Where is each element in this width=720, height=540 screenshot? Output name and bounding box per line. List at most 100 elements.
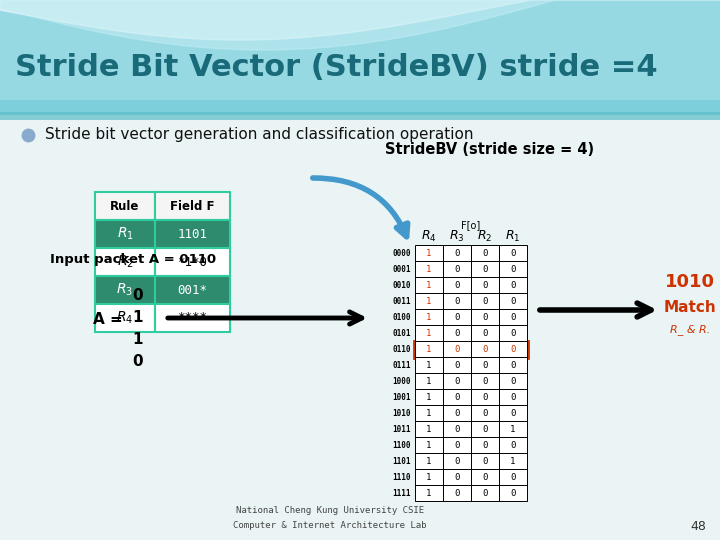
Text: 1101: 1101 — [178, 227, 207, 240]
FancyBboxPatch shape — [95, 220, 155, 248]
Text: 0: 0 — [482, 424, 487, 434]
FancyBboxPatch shape — [499, 325, 527, 341]
FancyBboxPatch shape — [471, 389, 499, 405]
Text: Stride bit vector generation and classification operation: Stride bit vector generation and classif… — [45, 127, 474, 143]
Text: 0: 0 — [454, 280, 459, 289]
Text: $R_4$: $R_4$ — [117, 310, 134, 326]
Text: 0: 0 — [510, 441, 516, 449]
FancyBboxPatch shape — [443, 357, 471, 373]
Text: 0111: 0111 — [392, 361, 411, 369]
Text: 1: 1 — [426, 424, 432, 434]
FancyBboxPatch shape — [499, 469, 527, 485]
Text: StrideBV (stride size = 4): StrideBV (stride size = 4) — [385, 143, 595, 158]
Text: 0101: 0101 — [392, 328, 411, 338]
FancyBboxPatch shape — [415, 245, 443, 261]
FancyBboxPatch shape — [471, 277, 499, 293]
FancyBboxPatch shape — [443, 261, 471, 277]
FancyBboxPatch shape — [471, 453, 499, 469]
Text: 1010: 1010 — [392, 408, 411, 417]
Text: 0: 0 — [454, 393, 459, 402]
Text: 1: 1 — [132, 309, 143, 325]
Text: 1: 1 — [426, 489, 432, 497]
FancyBboxPatch shape — [471, 469, 499, 485]
FancyBboxPatch shape — [499, 293, 527, 309]
FancyBboxPatch shape — [443, 405, 471, 421]
Text: F[o]: F[o] — [462, 220, 481, 230]
Text: 0: 0 — [454, 456, 459, 465]
FancyBboxPatch shape — [443, 309, 471, 325]
FancyBboxPatch shape — [415, 309, 443, 325]
FancyBboxPatch shape — [471, 373, 499, 389]
Text: Field F: Field F — [170, 199, 215, 213]
FancyBboxPatch shape — [415, 293, 443, 309]
Text: 0: 0 — [482, 393, 487, 402]
Text: 0: 0 — [510, 376, 516, 386]
Text: 0: 0 — [482, 489, 487, 497]
Text: 0100: 0100 — [392, 313, 411, 321]
Text: 0: 0 — [510, 408, 516, 417]
Text: *1*0: *1*0 — [178, 255, 207, 268]
Text: 1: 1 — [132, 332, 143, 347]
Text: 1101: 1101 — [392, 456, 411, 465]
FancyBboxPatch shape — [443, 325, 471, 341]
Text: 0: 0 — [132, 287, 143, 302]
FancyBboxPatch shape — [499, 357, 527, 373]
FancyBboxPatch shape — [415, 325, 443, 341]
FancyBboxPatch shape — [499, 405, 527, 421]
Text: 0: 0 — [454, 328, 459, 338]
Text: 1: 1 — [426, 248, 432, 258]
FancyBboxPatch shape — [471, 325, 499, 341]
FancyBboxPatch shape — [499, 453, 527, 469]
FancyBboxPatch shape — [471, 421, 499, 437]
FancyBboxPatch shape — [95, 248, 155, 276]
FancyBboxPatch shape — [415, 469, 443, 485]
Text: 0: 0 — [510, 328, 516, 338]
FancyBboxPatch shape — [415, 421, 443, 437]
FancyBboxPatch shape — [471, 261, 499, 277]
Text: 1: 1 — [510, 456, 516, 465]
FancyBboxPatch shape — [471, 245, 499, 261]
Text: 0: 0 — [482, 361, 487, 369]
Text: 0: 0 — [510, 345, 516, 354]
Text: 1: 1 — [426, 265, 432, 273]
Text: 0: 0 — [482, 296, 487, 306]
Text: 1: 1 — [426, 313, 432, 321]
Text: 0001: 0001 — [392, 265, 411, 273]
FancyBboxPatch shape — [443, 485, 471, 501]
FancyBboxPatch shape — [0, 118, 720, 540]
Text: 0: 0 — [454, 424, 459, 434]
FancyBboxPatch shape — [471, 437, 499, 453]
FancyBboxPatch shape — [443, 277, 471, 293]
Text: $R_3$: $R_3$ — [449, 228, 465, 244]
Text: 0: 0 — [510, 248, 516, 258]
Text: R_ & R.: R_ & R. — [670, 325, 710, 335]
FancyBboxPatch shape — [415, 261, 443, 277]
Text: 0: 0 — [482, 376, 487, 386]
FancyBboxPatch shape — [415, 341, 443, 357]
Text: $R_3$: $R_3$ — [117, 282, 133, 298]
FancyBboxPatch shape — [414, 341, 528, 357]
FancyBboxPatch shape — [443, 389, 471, 405]
Text: National Cheng Kung University CSIE
Computer & Internet Architecture Lab: National Cheng Kung University CSIE Comp… — [233, 506, 427, 530]
Text: Stride Bit Vector (StrideBV) stride =4: Stride Bit Vector (StrideBV) stride =4 — [15, 53, 657, 83]
Text: 1: 1 — [426, 345, 432, 354]
Text: 0: 0 — [482, 265, 487, 273]
Text: 0: 0 — [454, 345, 459, 354]
Text: 0000: 0000 — [392, 248, 411, 258]
FancyBboxPatch shape — [471, 341, 499, 357]
FancyBboxPatch shape — [155, 192, 230, 220]
Text: 0: 0 — [454, 248, 459, 258]
FancyBboxPatch shape — [499, 245, 527, 261]
FancyBboxPatch shape — [415, 277, 443, 293]
Text: 1100: 1100 — [392, 441, 411, 449]
Text: 0: 0 — [510, 361, 516, 369]
Text: Match: Match — [664, 300, 716, 315]
Text: 1: 1 — [426, 376, 432, 386]
FancyBboxPatch shape — [155, 276, 230, 304]
Text: $R_2$: $R_2$ — [117, 254, 133, 270]
FancyBboxPatch shape — [415, 373, 443, 389]
FancyBboxPatch shape — [443, 469, 471, 485]
FancyBboxPatch shape — [155, 304, 230, 332]
Text: 0: 0 — [482, 313, 487, 321]
Text: 0: 0 — [132, 354, 143, 368]
